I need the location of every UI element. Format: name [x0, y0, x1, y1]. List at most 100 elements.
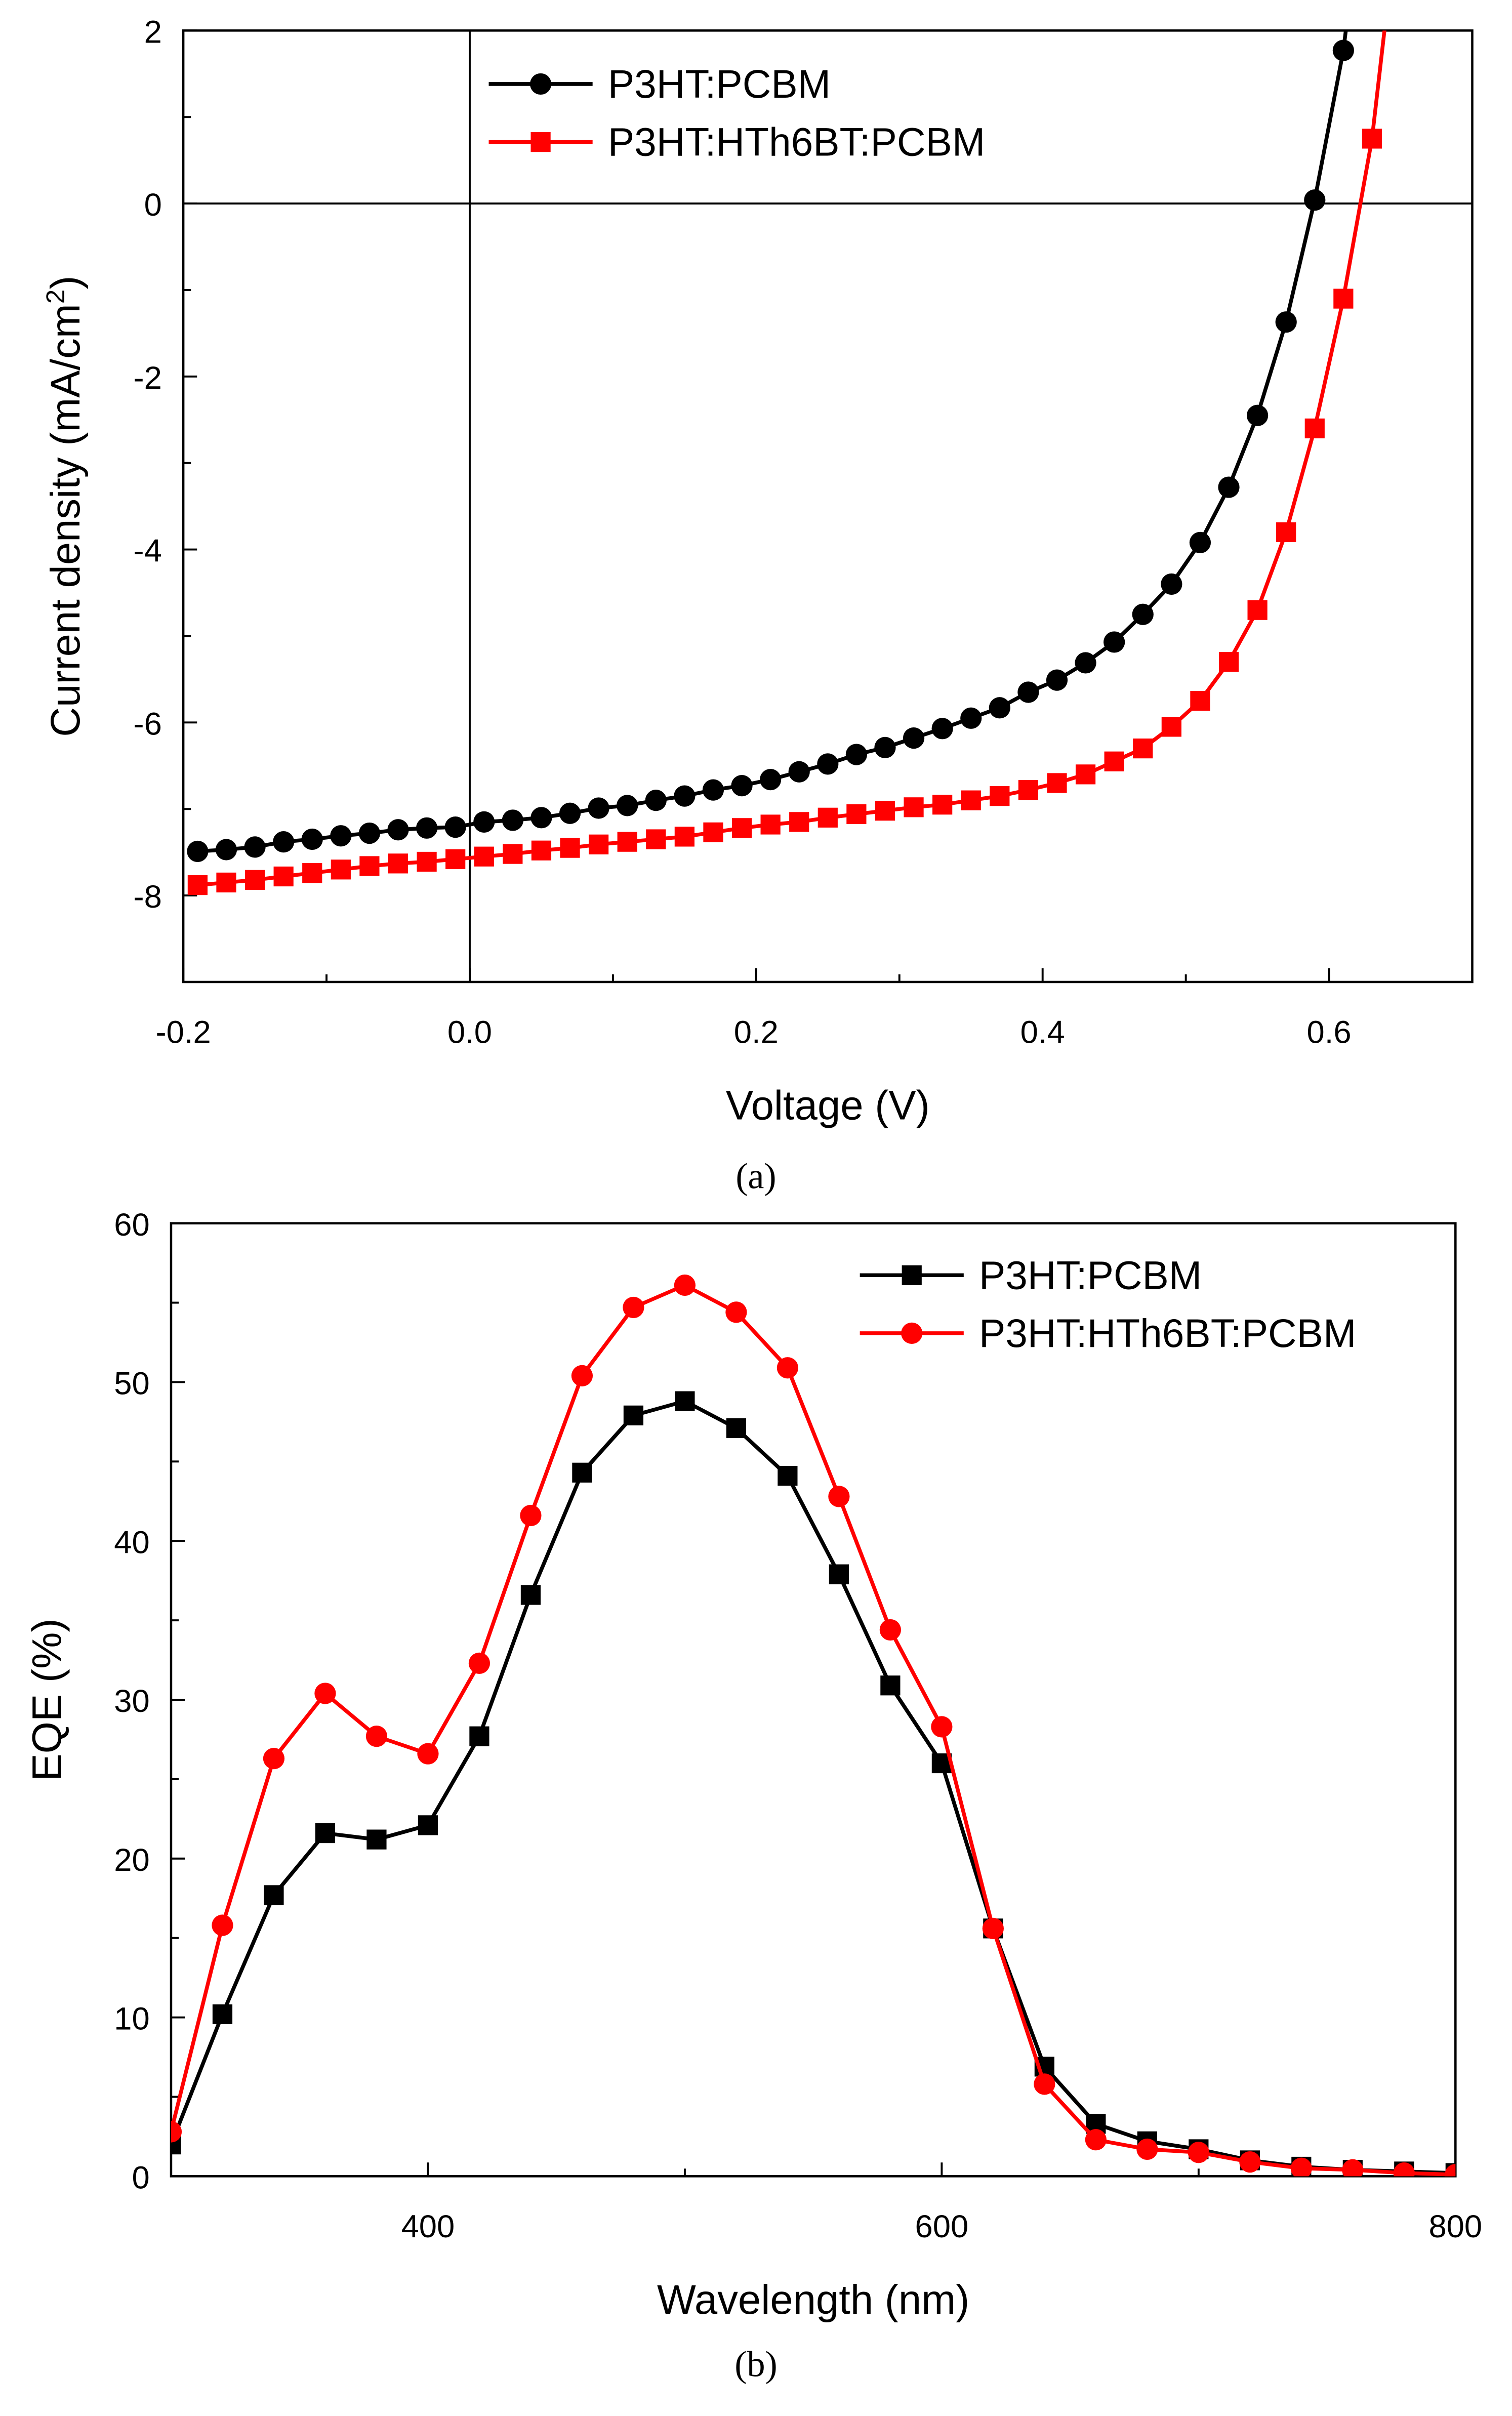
data-point-marker [675, 1391, 695, 1411]
plot-frame [182, 29, 1474, 984]
data-point-marker [417, 851, 437, 872]
data-point-marker [646, 829, 666, 849]
data-point-marker [1333, 289, 1354, 309]
data-point-marker [273, 866, 294, 887]
data-point-marker [358, 822, 381, 844]
y-axis-title-end: ) [43, 276, 89, 290]
y-axis-title: Current density (mA/cm2) [41, 276, 89, 737]
data-point-marker [330, 825, 352, 847]
data-point-marker [1239, 2151, 1261, 2173]
data-point-marker [263, 1747, 285, 1770]
data-point-marker [990, 786, 1010, 806]
data-point-marker [187, 875, 208, 895]
data-point-marker [703, 822, 723, 842]
data-point-marker [845, 744, 868, 765]
series-p3ht-hth6bt-pcbm [171, 1274, 1456, 2177]
y-axis-title-text: Current density (mA/cm [43, 304, 89, 736]
data-point-marker [1018, 780, 1039, 800]
data-point-marker [301, 828, 323, 850]
data-point-marker [1190, 691, 1210, 711]
y-tick-label: -2 [134, 360, 162, 396]
data-point-marker [216, 872, 236, 893]
data-point-marker [388, 853, 408, 874]
data-point-marker [960, 707, 982, 729]
data-point-marker [520, 1504, 542, 1527]
series-line [171, 1283, 1456, 2177]
data-point-marker [617, 795, 638, 816]
data-point-marker [1133, 738, 1153, 759]
data-point-marker [171, 2121, 182, 2143]
data-point-marker [244, 870, 265, 890]
data-point-marker [1161, 573, 1182, 595]
data-point-marker [879, 1619, 902, 1641]
data-point-marker [530, 807, 552, 829]
data-point-marker [187, 840, 209, 863]
data-point-marker [1161, 717, 1181, 737]
data-point-marker [846, 804, 867, 825]
data-point-marker [359, 856, 380, 876]
data-point-marker [1046, 669, 1068, 691]
legend-item: P3HT:PCBM [488, 62, 831, 106]
data-point-marker [244, 836, 266, 858]
legend-label: P3HT:PCBM [979, 1253, 1202, 1297]
data-point-marker [778, 1465, 798, 1486]
data-point-marker [989, 697, 1010, 719]
x-tick-label: 0.0 [447, 1015, 492, 1050]
data-point-marker [982, 1917, 1004, 1939]
data-point-marker [588, 834, 609, 854]
data-point-marker [302, 863, 322, 883]
data-point-marker [931, 1716, 953, 1738]
data-point-marker [331, 859, 351, 880]
x-tick-label: 800 [1428, 2209, 1482, 2244]
y-tick-label: 10 [114, 2001, 149, 2037]
data-point-marker [1218, 476, 1240, 498]
data-point-marker [788, 761, 810, 783]
series-p3ht-pcbm [171, 1391, 1456, 2177]
data-point-marker [932, 795, 953, 815]
x-tick-label: 0.2 [734, 1015, 779, 1050]
data-point-marker [273, 831, 295, 853]
x-tick-label: 400 [401, 2209, 455, 2244]
data-point-marker [623, 1296, 644, 1319]
y-tick-label: 0 [144, 187, 162, 223]
data-point-marker [829, 1564, 849, 1584]
y-axis-title-superscript: 2 [41, 290, 70, 304]
data-point-marker [1189, 531, 1211, 554]
data-point-marker [1275, 311, 1297, 333]
data-point-marker [468, 1652, 491, 1674]
data-point-marker [731, 774, 753, 797]
legend-label: P3HT:HTh6BT:PCBM [608, 120, 985, 165]
y-tick-label: -8 [134, 879, 162, 915]
data-point-marker [417, 1743, 439, 1765]
y-tick-label: 60 [114, 1207, 149, 1243]
legend-marker [530, 132, 551, 152]
legend-marker [529, 73, 552, 95]
legend-item: P3HT:HTh6BT:PCBM [488, 120, 985, 165]
data-point-marker [503, 844, 523, 864]
data-point-marker [1247, 600, 1268, 620]
data-point-marker [474, 846, 494, 867]
data-point-marker [473, 811, 495, 833]
x-axis-title: Wavelength (nm) [657, 2277, 969, 2323]
data-point-marker [1362, 129, 1382, 149]
data-point-marker [1047, 773, 1067, 793]
data-point-marker [875, 801, 895, 821]
y-axis-title-text: EQE (%) [24, 1618, 70, 1781]
data-point-marker [645, 790, 667, 811]
data-point-marker [725, 1301, 747, 1323]
data-point-marker [314, 1683, 336, 1704]
x-axis-title: Voltage (V) [726, 1083, 930, 1129]
data-point-marker [904, 797, 924, 817]
plot-frame [170, 1222, 1457, 2178]
data-point-marker [1218, 652, 1239, 672]
data-point-marker [623, 1405, 644, 1425]
legend-item: P3HT:HTh6BT:PCBM [860, 1311, 1356, 1356]
data-point-marker [731, 818, 752, 838]
data-point-marker [315, 1823, 336, 1844]
data-point-marker [365, 1726, 388, 1747]
data-point-marker [1085, 2129, 1107, 2151]
data-point-marker [469, 1726, 489, 1746]
y-tick-label: 40 [114, 1525, 149, 1560]
data-point-marker [212, 1914, 233, 1936]
